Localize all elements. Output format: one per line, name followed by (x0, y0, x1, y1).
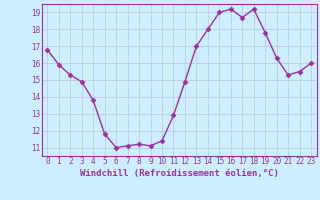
X-axis label: Windchill (Refroidissement éolien,°C): Windchill (Refroidissement éolien,°C) (80, 169, 279, 178)
